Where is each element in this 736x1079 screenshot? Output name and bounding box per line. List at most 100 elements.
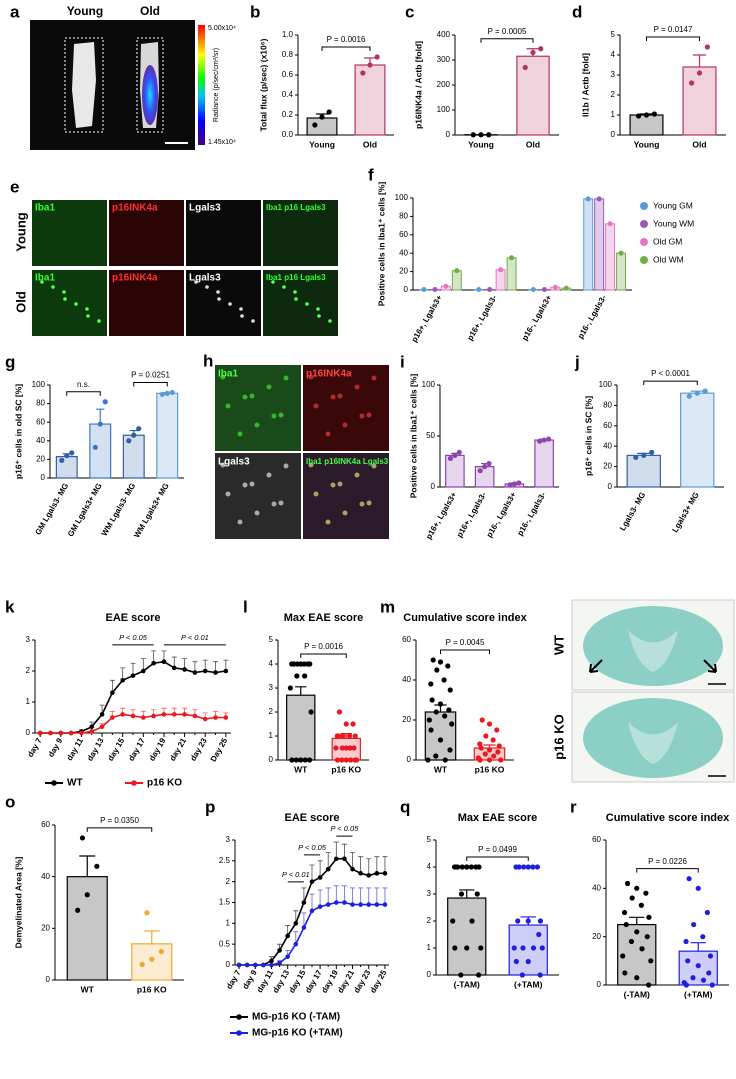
data-point: [343, 745, 349, 751]
cell: [271, 501, 277, 507]
gray-matter: [628, 630, 678, 672]
data-point: [641, 452, 647, 458]
data-point: [447, 455, 454, 462]
data-point: [530, 945, 537, 951]
data-point: [700, 977, 707, 983]
cell: [216, 290, 220, 294]
data-point: [643, 890, 649, 896]
data-point: [620, 953, 626, 959]
cell: [249, 393, 255, 399]
y-tick-label: 0: [446, 130, 451, 139]
x-tick-label: WM Lgals3+ MG: [132, 482, 171, 540]
data-point: [317, 904, 323, 909]
bar: [447, 897, 487, 976]
data-point: [59, 457, 65, 463]
error-bar: [690, 942, 706, 952]
y-tick-label: 400: [437, 30, 451, 39]
data-point: [486, 132, 492, 138]
panel-letter: a: [10, 2, 20, 21]
data-point: [92, 444, 98, 450]
data-point: [351, 745, 357, 751]
data-point: [213, 715, 218, 720]
data-point: [690, 975, 696, 981]
data-point: [347, 745, 353, 751]
y-axis-label: Positive cells in Iba1⁺ cells [%]: [408, 374, 418, 499]
data-point: [511, 945, 517, 951]
p-value: P = 0.0499: [478, 845, 517, 854]
cell: [330, 394, 336, 400]
roi-box: [64, 37, 104, 133]
data-point: [99, 724, 105, 730]
data-point: [452, 452, 458, 458]
data-point: [293, 921, 299, 926]
data-point: [285, 933, 290, 939]
data-point: [99, 712, 105, 717]
data-point: [84, 892, 90, 898]
data-point: [486, 460, 492, 467]
bar-dot: [432, 287, 438, 293]
row-label: WT: [551, 635, 566, 655]
cell: [217, 297, 221, 301]
data-point: [426, 717, 432, 723]
data-point: [366, 902, 372, 907]
data-point: [482, 464, 488, 470]
y-axis-label: p16⁺ cells in SC [%]: [583, 396, 593, 476]
y-tick-label: 3: [611, 70, 616, 79]
data-point: [628, 938, 635, 945]
data-point: [537, 918, 544, 924]
data-point: [298, 661, 304, 667]
bar: [445, 454, 465, 488]
data-point: [624, 880, 631, 887]
cell: [254, 422, 260, 428]
channel-label: Iba1: [218, 369, 238, 380]
data-point: [302, 673, 308, 679]
cell: [194, 280, 198, 284]
data-point: [339, 745, 345, 751]
data-point: [537, 438, 543, 444]
error-bar: [366, 887, 372, 905]
y-tick-label: 2: [226, 877, 231, 886]
bar-dot: [607, 221, 613, 227]
data-point: [294, 673, 300, 679]
y-tick-label: 20: [592, 932, 601, 941]
cell: [271, 413, 277, 419]
bar: [594, 198, 605, 291]
y-tick-label: 5: [427, 835, 432, 844]
data-point: [319, 114, 325, 120]
data-point: [683, 982, 689, 988]
legend-marker: [236, 1014, 242, 1020]
y-tick-label: 0: [407, 755, 412, 764]
panel-letter: r: [570, 797, 577, 816]
bar-dot: [476, 287, 482, 293]
data-point: [483, 733, 489, 739]
p-value: P = 0.0226: [648, 857, 687, 866]
data-point: [704, 909, 711, 916]
error-bar: [325, 887, 331, 905]
p-value: P = 0.0045: [446, 638, 485, 647]
data-point: [348, 757, 354, 763]
y-tick-label: 0: [611, 130, 616, 139]
bar: [286, 694, 316, 761]
cell: [325, 431, 331, 437]
data-point: [342, 900, 347, 905]
data-point: [374, 871, 380, 876]
data-point: [707, 953, 714, 959]
bar: [451, 270, 462, 291]
cell: [74, 302, 78, 306]
data-point: [634, 929, 640, 935]
bar: [156, 392, 179, 479]
micrograph: [186, 200, 261, 266]
channel-label: Iba1 p16 Lgals3: [266, 273, 326, 282]
data-point: [340, 733, 346, 739]
y-tick-label: 60: [36, 417, 45, 426]
panel-letter: q: [400, 797, 410, 816]
error-bar: [382, 856, 388, 874]
data-point: [343, 757, 349, 763]
y-tick-label: 3: [269, 683, 274, 692]
legend-label: MG-p16 KO (-TAM): [252, 1012, 340, 1023]
cell: [242, 394, 248, 400]
p-value: P = 0.0005: [488, 27, 527, 36]
y-tick-label: 300: [437, 55, 451, 64]
channel-label: Lgals3: [189, 273, 221, 284]
y-tick-label: 40: [36, 436, 45, 445]
